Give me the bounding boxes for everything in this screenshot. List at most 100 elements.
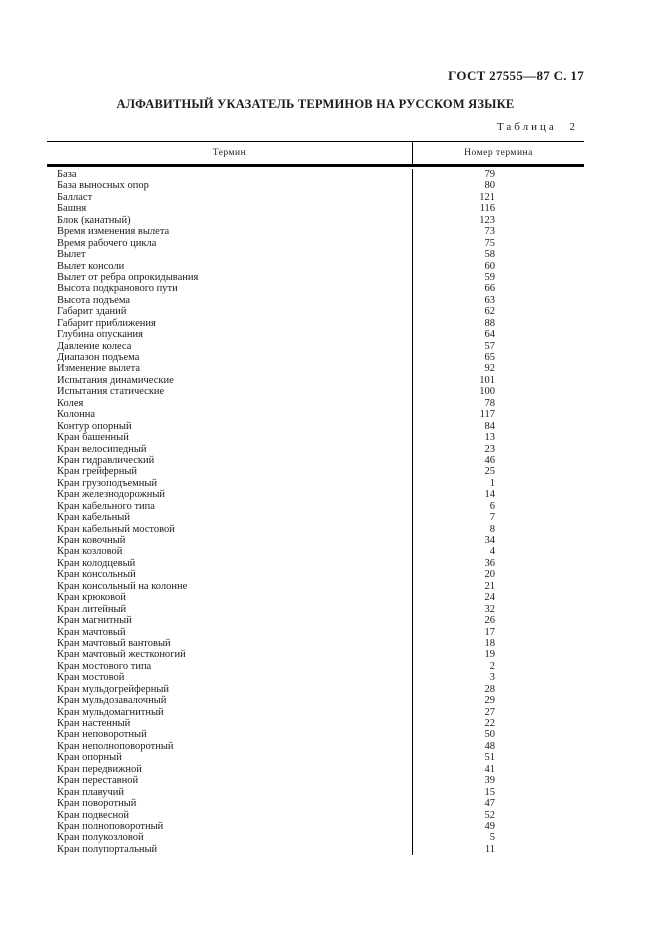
table-header-row: Термин Номер термина xyxy=(47,141,584,167)
term-cell: Габарит приближения xyxy=(57,317,156,329)
term-number-cell: 17 xyxy=(412,626,584,638)
table-row: Башня 116 xyxy=(47,203,584,215)
term-number-cell: 23 xyxy=(412,443,584,455)
term-number-cell: 52 xyxy=(412,809,584,821)
term-cell: Кран кабельный xyxy=(57,512,130,524)
table-row: Кран мачтовый жестконогий 19 xyxy=(47,649,584,661)
term-cell: Кран магнитный xyxy=(57,615,132,627)
table-row: Кран полупортальный 11 xyxy=(47,843,584,856)
term-cell: Кран башенный xyxy=(57,432,129,444)
term-cell: Кран мостовой xyxy=(57,672,125,684)
table-row: Глубина опускания 64 xyxy=(47,329,584,341)
term-cell: Кран консольный на колонне xyxy=(57,580,188,592)
table-row: Кран башенный 13 xyxy=(47,432,584,444)
term-cell: База xyxy=(57,169,77,180)
term-cell: Время рабочего цикла xyxy=(57,237,157,249)
table-row: Кран подвесной 52 xyxy=(47,809,584,821)
term-cell: Кран подвесной xyxy=(57,809,130,821)
term-number-cell: 46 xyxy=(412,454,584,467)
table-row: Кран ковочный 34 xyxy=(47,535,584,547)
table-row: Кран консольный 20 xyxy=(47,569,584,581)
term-cell: Испытания динамические xyxy=(57,374,174,386)
table-row: Кран передвижной 41 xyxy=(47,763,584,776)
term-number-cell: 100 xyxy=(412,386,584,398)
term-cell: Кран козловой xyxy=(57,546,123,558)
term-cell: Кран грузоподъемный xyxy=(57,477,158,489)
term-number-cell: 116 xyxy=(412,203,584,215)
table-row: Кран неполноповоротный 48 xyxy=(47,740,584,753)
term-number-cell: 29 xyxy=(412,695,584,707)
table-row: Кран настенный 22 xyxy=(47,718,584,730)
term-number-cell: 15 xyxy=(412,786,584,799)
table-row: База выносных опор 80 xyxy=(47,180,584,192)
term-number-cell: 66 xyxy=(412,283,584,295)
term-cell: Балласт xyxy=(57,191,93,203)
term-cell: Вылет xyxy=(57,249,86,261)
page-header-gost: ГОСТ 27555—87 С. 17 xyxy=(448,68,584,83)
table-row: Кран мостовой 3 xyxy=(47,672,584,684)
term-number-cell: 32 xyxy=(412,603,584,616)
table-row: Кран полноповоротный 49 xyxy=(47,820,584,833)
term-cell: Колонна xyxy=(57,409,95,421)
table-row: Кран консольный на колонне 21 xyxy=(47,580,584,593)
table-row: Кран мостового типа 2 xyxy=(47,660,584,673)
term-number-cell: 19 xyxy=(412,649,584,661)
table-row: Испытания динамические 101 xyxy=(47,374,584,387)
term-cell: Кран мульдозавалочный xyxy=(57,695,167,707)
table-row: Кран опорный 51 xyxy=(47,752,584,764)
term-number-cell: 79 xyxy=(412,169,584,181)
table-row: Кран литейный 32 xyxy=(47,603,584,616)
table-row: Кран крюковой 24 xyxy=(47,592,584,604)
term-number-cell: 24 xyxy=(412,592,584,604)
table-row: Габарит приближения 88 xyxy=(47,317,584,330)
term-number-cell: 84 xyxy=(412,420,584,433)
term-number-cell: 18 xyxy=(412,637,584,650)
table-row: Блок (канатный) 123 xyxy=(47,214,584,227)
term-number-cell: 41 xyxy=(412,763,584,776)
table-row: Кран мульдозавалочный 29 xyxy=(47,695,584,707)
term-cell: База выносных опор xyxy=(57,180,149,192)
table-row: Кран колодцевый 36 xyxy=(47,557,584,570)
term-cell: Кран плавучий xyxy=(57,786,125,798)
term-number-cell: 2 xyxy=(412,660,584,673)
term-cell: Кран полукозловой xyxy=(57,832,144,844)
table-row: Время изменения вылета 73 xyxy=(47,226,584,238)
term-cell: Кран передвижной xyxy=(57,763,142,775)
table-row: Высота подъема 63 xyxy=(47,294,584,307)
table-row: Диапазон подъема 65 xyxy=(47,352,584,364)
column-header-term-number: Номер термина xyxy=(412,142,584,164)
term-cell: Кран мульдогрейферный xyxy=(57,683,170,695)
table-row: Колея 78 xyxy=(47,397,584,410)
term-number-cell: 88 xyxy=(412,317,584,330)
table-label: Таблица 2 xyxy=(496,121,578,133)
term-number-cell: 6 xyxy=(412,500,584,513)
term-number-cell: 36 xyxy=(412,557,584,570)
term-number-cell: 5 xyxy=(412,832,584,844)
table-row: Кран мачтовый 17 xyxy=(47,626,584,638)
table-row: Кран гидравлический 46 xyxy=(47,454,584,467)
term-cell: Кран колодцевый xyxy=(57,557,136,569)
table-row: Кран кабельный 7 xyxy=(47,512,584,524)
term-number-cell: 28 xyxy=(412,683,584,696)
term-number-cell: 1 xyxy=(412,477,584,490)
term-cell: Кран ковочный xyxy=(57,535,126,546)
table-row: Балласт 121 xyxy=(47,191,584,204)
table-row: Вылет 58 xyxy=(47,249,584,261)
term-cell: Кран переставной xyxy=(57,775,139,787)
term-cell: Высота подъема xyxy=(57,294,131,306)
table-row: Испытания статические 100 xyxy=(47,386,584,398)
term-number-cell: 34 xyxy=(412,535,584,547)
table-row: Колонна 117 xyxy=(47,409,584,421)
term-cell: Кран полупортальный xyxy=(57,843,158,855)
term-number-cell: 26 xyxy=(412,615,584,627)
term-number-cell: 20 xyxy=(412,569,584,581)
term-number-cell: 7 xyxy=(412,512,584,524)
term-number-cell: 121 xyxy=(412,191,584,204)
table-row: Контур опорный 84 xyxy=(47,420,584,433)
term-cell: Габарит зданий xyxy=(57,306,127,318)
term-cell: Кран велосипедный xyxy=(57,443,147,455)
table-row: База 79 xyxy=(47,169,584,181)
term-cell: Кран крюковой xyxy=(57,592,126,604)
term-cell: Глубина опускания xyxy=(57,329,143,341)
